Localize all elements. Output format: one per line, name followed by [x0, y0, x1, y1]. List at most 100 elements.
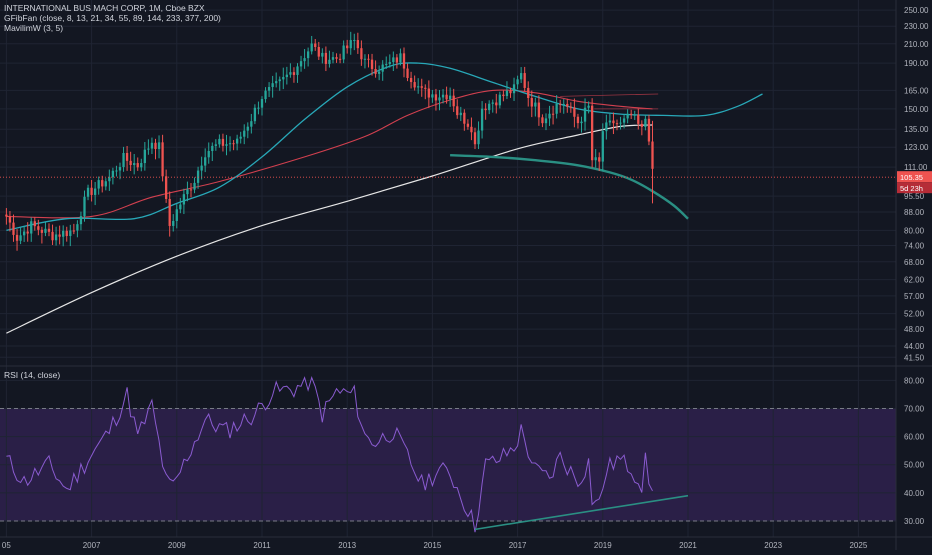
candle — [104, 178, 107, 191]
candle-body — [58, 234, 61, 237]
fib-fan-arc — [450, 154, 689, 220]
candle — [559, 99, 562, 113]
candle-body — [583, 107, 587, 122]
candle — [402, 47, 406, 78]
candle — [324, 46, 328, 72]
candle-body — [530, 98, 533, 107]
candle — [15, 229, 19, 251]
candle — [143, 142, 146, 171]
candle — [630, 109, 633, 119]
candle-body — [69, 230, 72, 237]
candle-body — [392, 57, 395, 63]
candle-body — [26, 231, 29, 234]
time-tick-label: 2015 — [423, 541, 441, 550]
candle — [101, 175, 104, 193]
candle-body — [30, 221, 33, 234]
candle — [111, 167, 115, 185]
candle — [420, 78, 423, 97]
candle — [562, 99, 565, 114]
rsi-tick-label: 60.00 — [904, 433, 925, 442]
candle — [370, 53, 374, 76]
candle-body — [626, 113, 629, 119]
candle — [612, 112, 615, 135]
candle — [157, 135, 161, 159]
candle-body — [466, 123, 470, 127]
price-tick-label: 48.00 — [904, 325, 925, 334]
rsi-tick-label: 80.00 — [904, 376, 925, 385]
candle — [615, 119, 619, 131]
price-tick-label: 210.00 — [904, 40, 929, 49]
price-tick-label: 230.00 — [904, 22, 929, 31]
candle-body — [566, 103, 569, 107]
candle — [164, 169, 168, 203]
candle — [331, 51, 335, 64]
candle-body — [179, 204, 182, 210]
candle-body — [200, 165, 203, 171]
candle — [189, 183, 193, 198]
candle — [285, 66, 288, 85]
candle-body — [516, 79, 519, 85]
candle — [551, 105, 555, 125]
fib-fan-red-line — [560, 93, 659, 97]
candle-body — [374, 68, 377, 74]
candle — [200, 156, 203, 180]
candle-body — [644, 118, 647, 127]
candle-body — [129, 160, 132, 166]
candle-body — [289, 72, 292, 75]
candle — [154, 138, 157, 160]
candle-body — [363, 58, 367, 60]
candle — [5, 208, 8, 225]
candle — [406, 63, 409, 82]
candle-body — [434, 94, 438, 101]
candle-body — [562, 103, 565, 105]
candle — [392, 51, 395, 72]
candle-body — [370, 59, 374, 69]
candle — [310, 35, 313, 55]
candle — [338, 53, 342, 64]
candle-body — [299, 61, 303, 67]
candle-body — [118, 167, 122, 171]
candle-body — [303, 58, 306, 62]
candle — [282, 67, 285, 90]
candle — [516, 75, 519, 90]
candle-body — [321, 52, 324, 57]
candle — [133, 153, 136, 175]
candle — [97, 176, 100, 195]
candle-body — [598, 157, 601, 162]
price-tick-label: 52.00 — [904, 310, 925, 319]
candle-body — [356, 40, 359, 49]
candle — [44, 222, 47, 237]
candle — [22, 226, 26, 242]
candle — [47, 223, 51, 237]
candle-body — [491, 102, 494, 104]
candle-body — [555, 103, 558, 114]
candle — [228, 136, 232, 152]
candle-body — [441, 94, 445, 98]
candle — [232, 139, 235, 151]
candle-body — [640, 123, 643, 127]
time-tick-label: 2013 — [338, 541, 356, 550]
candles — [5, 31, 654, 251]
teal-ma-line — [6, 62, 763, 232]
candle-body — [519, 73, 523, 80]
candle — [495, 93, 498, 114]
candle — [122, 146, 125, 172]
candle-body — [172, 220, 175, 226]
candle — [601, 123, 604, 172]
candle — [374, 60, 377, 78]
candle-body — [495, 102, 498, 106]
candle-body — [477, 130, 480, 145]
candle-body — [523, 73, 526, 88]
candle — [569, 102, 572, 113]
candle-body — [207, 151, 210, 158]
candle-body — [388, 62, 391, 64]
candle — [590, 98, 594, 168]
candle-body — [420, 86, 423, 88]
candle — [335, 53, 338, 63]
candle-body — [594, 157, 597, 161]
time-tick-label: 2019 — [594, 541, 612, 550]
time-tick-label: 05 — [2, 541, 11, 550]
candle — [207, 142, 210, 164]
